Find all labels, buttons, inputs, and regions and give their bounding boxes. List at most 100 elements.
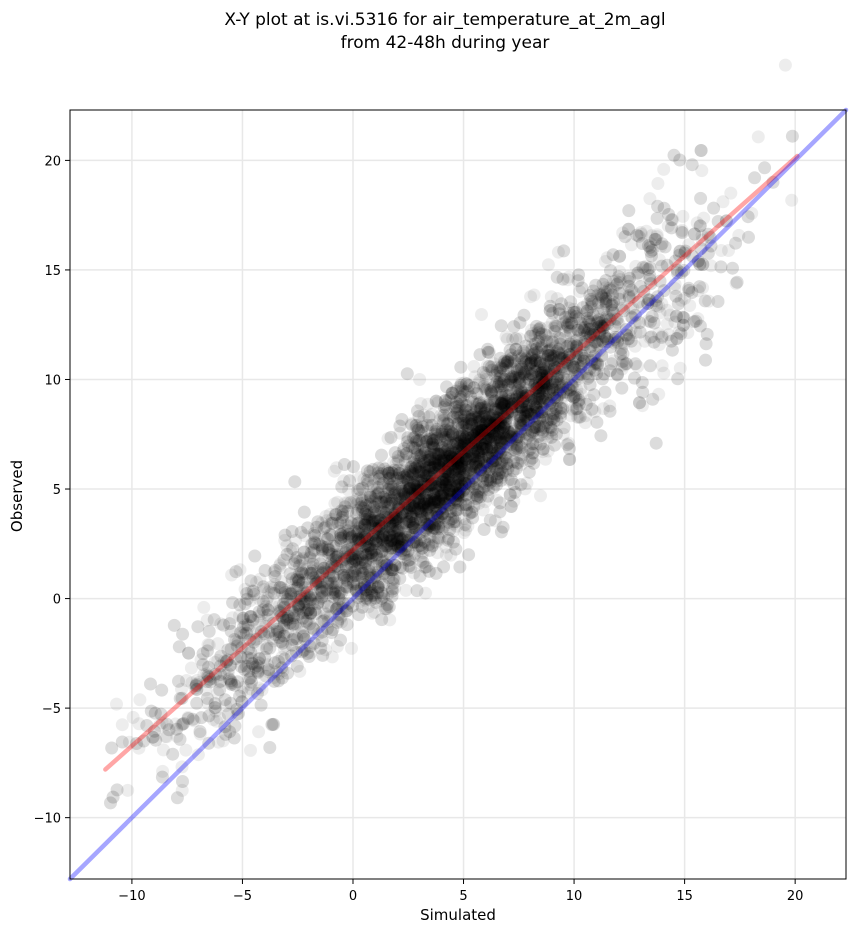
scatter-point xyxy=(482,402,496,416)
scatter-point xyxy=(415,549,429,563)
scatter-point xyxy=(593,316,606,330)
scatter-point xyxy=(432,459,446,473)
scatter-point xyxy=(539,381,553,395)
scatter-point xyxy=(414,477,428,491)
scatter-point xyxy=(386,480,400,494)
scatter-point xyxy=(504,392,518,406)
scatter-point xyxy=(294,621,308,635)
scatter-point xyxy=(281,625,295,639)
scatter-point xyxy=(464,415,478,428)
scatter-point xyxy=(439,479,453,493)
scatter-point xyxy=(515,402,529,416)
scatter-points xyxy=(104,58,799,810)
scatter-point xyxy=(729,236,743,250)
scatter-point xyxy=(457,526,471,540)
scatter-point xyxy=(498,357,512,371)
scatter-point xyxy=(359,591,373,605)
scatter-point xyxy=(561,349,575,363)
scatter-point xyxy=(376,481,389,495)
scatter-point xyxy=(472,413,486,427)
scatter-point xyxy=(562,310,576,324)
scatter-point xyxy=(330,575,344,589)
scatter-point xyxy=(655,329,669,343)
scatter-point xyxy=(531,378,545,392)
scatter-point xyxy=(423,433,437,446)
scatter-point xyxy=(380,545,394,559)
scatter-point xyxy=(493,432,507,445)
scatter-point xyxy=(357,567,371,581)
scatter-point xyxy=(258,629,272,643)
scatter-point xyxy=(513,439,527,453)
scatter-point xyxy=(534,403,548,417)
scatter-point xyxy=(623,328,637,342)
scatter-point xyxy=(479,461,493,475)
scatter-point xyxy=(570,410,584,424)
scatter-point xyxy=(325,650,339,664)
scatter-point xyxy=(408,462,422,476)
scatter-point xyxy=(512,362,526,376)
scatter-point xyxy=(191,748,205,762)
scatter-point xyxy=(364,542,377,556)
scatter-point xyxy=(638,334,652,348)
scatter-point xyxy=(609,274,623,288)
scatter-point xyxy=(539,369,553,383)
scatter-point xyxy=(599,281,613,295)
scatter-point xyxy=(389,523,403,537)
scatter-point xyxy=(438,486,452,499)
scatter-point xyxy=(330,639,344,653)
scatter-point xyxy=(616,286,630,300)
scatter-point xyxy=(467,360,481,373)
scatter-point xyxy=(324,582,338,596)
scatter-point xyxy=(252,609,265,623)
scatter-point xyxy=(317,596,331,610)
scatter-point xyxy=(473,464,487,478)
scatter-point xyxy=(235,640,249,654)
scatter-point xyxy=(425,418,439,432)
scatter-point xyxy=(525,347,539,361)
scatter-point xyxy=(324,599,338,613)
scatter-point xyxy=(611,315,625,329)
scatter-point xyxy=(497,435,511,449)
scatter-point xyxy=(465,418,479,432)
scatter-point xyxy=(457,416,471,430)
scatter-point xyxy=(471,446,485,460)
scatter-point xyxy=(472,429,486,442)
scatter-point xyxy=(419,480,433,494)
scatter-point xyxy=(375,545,389,559)
scatter-point xyxy=(451,421,465,435)
scatter-point xyxy=(399,501,413,515)
scatter-point xyxy=(531,391,545,405)
scatter-point xyxy=(439,439,453,453)
scatter-point xyxy=(454,477,468,491)
scatter-point xyxy=(474,417,488,431)
scatter-point xyxy=(427,441,441,454)
scatter-point xyxy=(512,438,526,452)
scatter-point xyxy=(428,483,442,497)
scatter-point xyxy=(253,614,267,628)
scatter-point xyxy=(506,354,520,368)
scatter-point xyxy=(545,342,559,355)
scatter-point xyxy=(379,519,393,533)
scatter-point xyxy=(510,386,524,400)
scatter-point xyxy=(558,324,572,338)
scatter-point xyxy=(512,448,526,462)
scatter-point xyxy=(423,487,437,501)
scatter-point xyxy=(380,531,394,545)
scatter-point xyxy=(674,225,688,239)
scatter-point xyxy=(785,193,799,207)
scatter-point xyxy=(461,427,475,441)
scatter-point xyxy=(568,374,582,388)
scatter-point xyxy=(650,228,664,242)
scatter-point xyxy=(311,576,325,590)
scatter-point xyxy=(557,427,570,441)
scatter-point xyxy=(553,303,566,317)
scatter-point xyxy=(314,584,328,598)
scatter-point xyxy=(399,525,413,539)
scatter-point xyxy=(564,327,578,341)
scatter-point xyxy=(305,537,319,551)
scatter-point xyxy=(233,609,246,623)
scatter-point xyxy=(226,611,239,625)
scatter-point xyxy=(497,383,511,397)
scatter-point xyxy=(398,464,412,478)
scatter-point xyxy=(573,285,587,298)
